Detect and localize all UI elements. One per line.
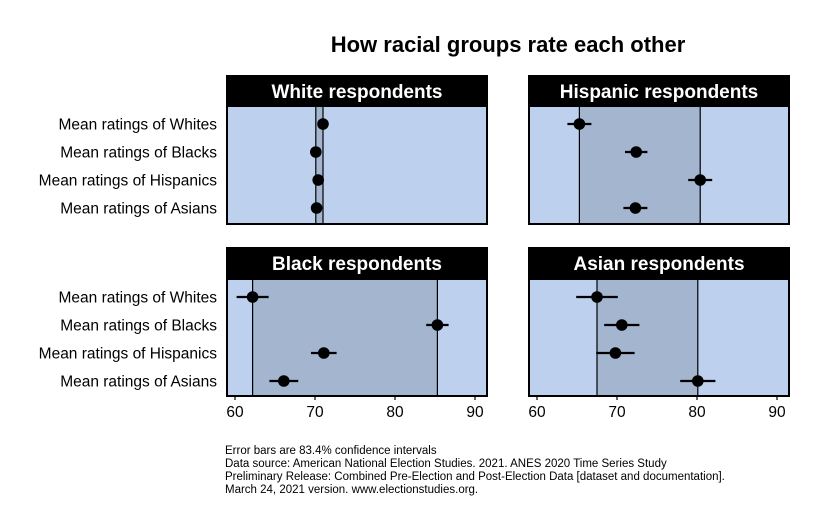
row-label: Mean ratings of Hispanics — [39, 173, 218, 190]
data-point — [616, 319, 628, 331]
data-point — [630, 146, 642, 158]
panel-strip — [226, 247, 488, 279]
caption-source-line-1: Data source: American National Election … — [225, 458, 667, 470]
panel-background — [227, 106, 487, 224]
panel-white-respondents: White respondents — [226, 75, 488, 225]
panel-strip — [528, 247, 790, 279]
x-tick-label: 60 — [528, 404, 546, 421]
data-point — [694, 174, 706, 186]
panel-black-respondents: Black respondents 60 70 80 90 — [226, 247, 488, 421]
caption-note: Error bars are 83.4% confidence interval… — [225, 445, 437, 457]
x-tick-label: 90 — [466, 404, 484, 421]
row-label: Mean ratings of Blacks — [60, 318, 217, 335]
x-tick-label: 80 — [688, 404, 706, 421]
caption-source-line-2: Preliminary Release: Combined Pre-Electi… — [225, 471, 725, 483]
panel-strip — [528, 75, 790, 106]
caption: Error bars are 83.4% confidence interval… — [225, 445, 815, 497]
panel-title: Hispanic respondents — [560, 82, 759, 103]
x-tick-label: 80 — [386, 404, 404, 421]
caption-source-line-3: March 24, 2021 version. www.electionstud… — [225, 484, 479, 496]
range-band — [315, 106, 323, 224]
data-point — [310, 146, 322, 158]
data-point — [317, 118, 329, 130]
chart-title: How racial groups rate each other — [331, 32, 686, 57]
data-point — [312, 174, 325, 186]
panels: Mean ratings of Whites Mean ratings of Bl… — [39, 75, 790, 421]
panel-border — [226, 105, 488, 225]
row-label: Mean ratings of Blacks — [60, 145, 217, 162]
x-tick-label: 70 — [306, 404, 324, 421]
data-point — [692, 375, 704, 387]
row-label: Mean ratings of Asians — [60, 374, 217, 391]
x-tick-label: 60 — [226, 404, 244, 421]
row-label: Mean ratings of Hispanics — [39, 346, 218, 363]
panel-title: Asian respondents — [573, 254, 744, 275]
row-label: Mean ratings of Whites — [58, 290, 217, 307]
data-point — [431, 319, 444, 331]
panel-hispanic-respondents: Hispanic respondents — [528, 75, 790, 225]
x-tick-label: 70 — [608, 404, 626, 421]
panel-border — [528, 278, 790, 397]
row-label: Mean ratings of Asians — [60, 201, 217, 218]
data-point — [573, 118, 586, 130]
range-band — [597, 279, 698, 396]
data-point — [629, 202, 642, 214]
data-point — [310, 202, 323, 214]
data-point — [609, 347, 622, 359]
panel-title: Black respondents — [272, 254, 442, 275]
panel-border — [226, 278, 488, 397]
data-point — [278, 375, 290, 387]
panel-border — [528, 105, 790, 225]
panel-strip — [226, 75, 488, 106]
x-tick-label: 90 — [768, 404, 786, 421]
panel-asian-respondents: Asian respondents 60 70 80 90 — [528, 247, 790, 421]
panel-title: White respondents — [271, 82, 442, 103]
data-point — [318, 347, 330, 359]
data-point — [591, 291, 603, 303]
data-point — [246, 291, 259, 303]
row-label: Mean ratings of Whites — [58, 117, 217, 134]
